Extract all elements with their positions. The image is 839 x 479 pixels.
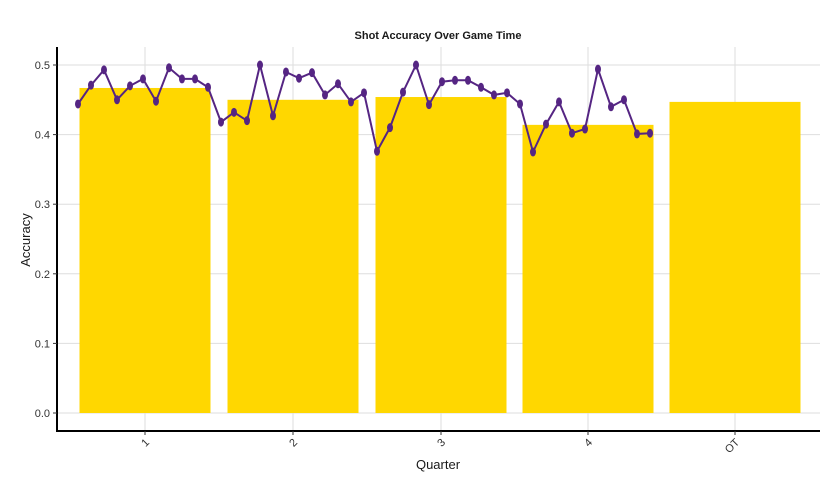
bar-2 bbox=[227, 99, 359, 414]
data-point bbox=[452, 75, 458, 85]
accuracy-line bbox=[75, 60, 653, 157]
data-point bbox=[543, 119, 549, 129]
chart-title: Shot Accuracy Over Game Time bbox=[355, 30, 522, 42]
bar-1 bbox=[79, 87, 211, 413]
x-tick-label: 4 bbox=[582, 437, 595, 450]
data-point bbox=[478, 82, 484, 92]
data-point bbox=[140, 74, 146, 84]
data-point bbox=[114, 95, 120, 105]
data-point bbox=[283, 67, 289, 77]
data-point bbox=[361, 88, 367, 98]
y-tick-label: 0.2 bbox=[35, 269, 50, 281]
data-point bbox=[530, 147, 536, 157]
x-tick-label: 3 bbox=[435, 437, 448, 450]
data-point bbox=[322, 90, 328, 100]
y-tick-label: 0.5 bbox=[35, 60, 50, 72]
x-tick-label: 1 bbox=[139, 437, 152, 450]
data-point bbox=[439, 77, 445, 87]
data-point bbox=[634, 129, 640, 139]
data-point bbox=[582, 124, 588, 134]
data-point bbox=[621, 95, 627, 105]
y-tick-label: 0.1 bbox=[35, 338, 50, 350]
bar-3 bbox=[375, 97, 507, 414]
data-point bbox=[127, 81, 133, 91]
data-point bbox=[205, 82, 211, 92]
data-point bbox=[192, 74, 198, 84]
x-tick-label: OT bbox=[723, 436, 742, 455]
data-point bbox=[335, 79, 341, 89]
data-point bbox=[569, 128, 575, 138]
data-point bbox=[153, 96, 159, 106]
data-point bbox=[517, 99, 523, 109]
data-point bbox=[426, 100, 432, 110]
y-tick-label: 0.0 bbox=[35, 408, 50, 420]
data-point bbox=[348, 97, 354, 107]
data-point bbox=[296, 73, 302, 83]
x-tick-label: 2 bbox=[287, 437, 300, 450]
data-point bbox=[647, 128, 653, 138]
data-point bbox=[75, 99, 81, 109]
bar-OT bbox=[669, 101, 801, 413]
data-point bbox=[504, 88, 510, 98]
data-point bbox=[595, 64, 601, 74]
data-point bbox=[179, 74, 185, 84]
data-point bbox=[491, 90, 497, 100]
data-point bbox=[88, 80, 94, 90]
data-point bbox=[374, 146, 380, 156]
data-point bbox=[387, 123, 393, 133]
data-point bbox=[309, 68, 315, 78]
data-point bbox=[101, 65, 107, 75]
data-point bbox=[257, 60, 263, 70]
y-tick-label: 0.4 bbox=[35, 130, 50, 142]
bar-4 bbox=[522, 124, 654, 413]
data-point bbox=[166, 63, 172, 73]
data-point bbox=[400, 87, 406, 97]
data-point bbox=[608, 102, 614, 112]
x-axis-title: Quarter bbox=[416, 457, 461, 472]
data-point bbox=[556, 97, 562, 107]
bars bbox=[79, 87, 801, 414]
y-tick-label: 0.3 bbox=[35, 199, 50, 211]
data-point bbox=[270, 111, 276, 121]
data-point bbox=[244, 116, 250, 126]
data-point bbox=[465, 75, 471, 85]
y-axis-title: Accuracy bbox=[18, 213, 33, 267]
data-point bbox=[413, 60, 419, 70]
data-point bbox=[218, 117, 224, 127]
data-point bbox=[231, 107, 237, 117]
